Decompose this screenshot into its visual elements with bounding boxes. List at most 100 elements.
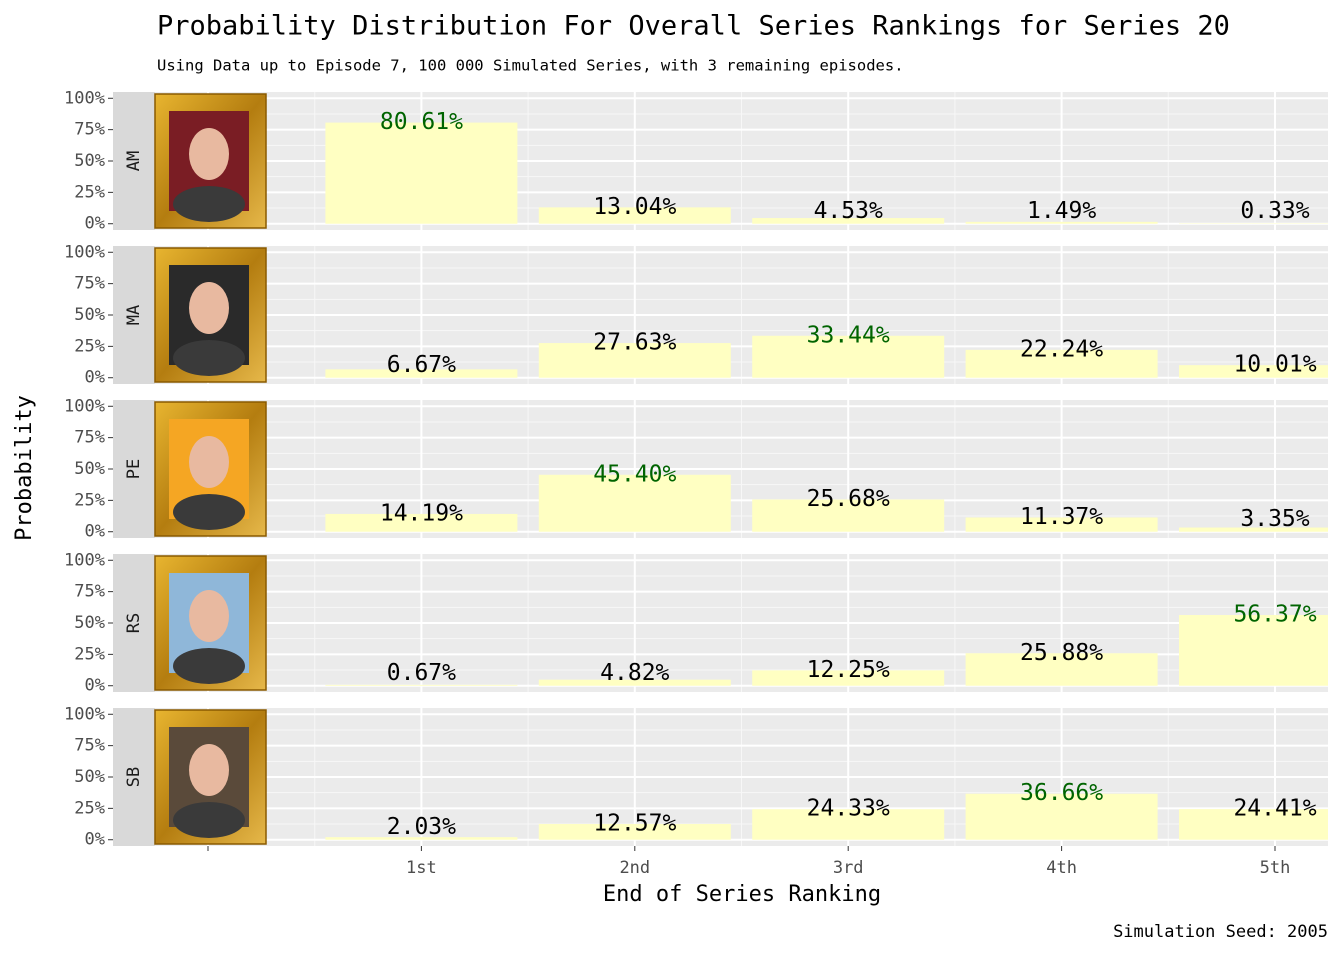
bar: [325, 369, 518, 378]
data-label: 80.61%: [380, 109, 463, 135]
portrait-body: [173, 186, 245, 222]
facet-label: PE: [124, 459, 144, 479]
portrait-face: [189, 744, 229, 796]
y-axis-title: Probability: [12, 395, 37, 541]
portrait-face: [189, 590, 229, 642]
panel: [113, 92, 1328, 230]
y-tick-label: 50%: [74, 459, 105, 479]
chart-subtitle: Using Data up to Episode 7, 100 000 Simu…: [157, 57, 904, 75]
facet-label: RS: [124, 613, 144, 633]
bar: [538, 343, 731, 378]
bar: [325, 684, 518, 686]
y-tick-label: 0%: [85, 368, 105, 388]
y-tick-label: 100%: [64, 396, 105, 416]
data-label: 4.82%: [600, 660, 669, 686]
y-tick-label: 25%: [74, 490, 105, 510]
y-tick-label: 75%: [74, 736, 105, 756]
bar: [752, 670, 945, 686]
portrait-body: [173, 340, 245, 376]
data-label: 22.24%: [1020, 336, 1103, 362]
facet-label: SB: [124, 767, 144, 787]
bar: [538, 474, 731, 532]
x-tick-label: 4th: [1046, 858, 1077, 878]
y-tick-label: 100%: [64, 88, 105, 108]
y-tick-label: 25%: [74, 336, 105, 356]
y-tick-label: 100%: [64, 550, 105, 570]
x-tick-label: 5th: [1260, 858, 1291, 878]
y-tick-label: 100%: [64, 704, 105, 724]
bar: [965, 653, 1158, 686]
y-tick-label: 75%: [74, 582, 105, 602]
bar: [752, 499, 945, 532]
facet-strip: [113, 554, 155, 692]
bar: [752, 218, 945, 224]
facet-label: AM: [124, 151, 144, 171]
data-label: 1.49%: [1027, 198, 1096, 224]
bar: [325, 122, 518, 224]
portrait-body: [173, 802, 245, 838]
facet-strip: [113, 92, 155, 230]
bar: [1179, 809, 1328, 840]
bar: [965, 793, 1158, 840]
y-tick-label: 50%: [74, 305, 105, 325]
bar: [752, 809, 945, 840]
bar: [325, 837, 518, 840]
portrait-body: [173, 494, 245, 530]
data-label: 3.35%: [1240, 506, 1309, 532]
portrait-body: [173, 648, 245, 684]
y-tick-label: 0%: [85, 522, 105, 542]
facet-strip: [113, 246, 155, 384]
bar: [752, 335, 945, 378]
bar: [1179, 527, 1328, 532]
portrait-face: [189, 436, 229, 488]
x-tick-label: 3rd: [833, 858, 864, 878]
data-label: 4.53%: [814, 198, 883, 224]
chart-title: Probability Distribution For Overall Ser…: [157, 11, 1230, 42]
x-axis-title: End of Series Ranking: [603, 882, 881, 907]
panel: [113, 554, 1328, 692]
data-label: 14.19%: [380, 500, 463, 526]
panel: [113, 400, 1328, 538]
panel: [113, 708, 1328, 846]
data-label: 0.33%: [1240, 198, 1309, 224]
bar: [538, 207, 731, 224]
caption: Simulation Seed: 2005: [1113, 922, 1328, 942]
data-label: 24.33%: [807, 796, 890, 822]
bar: [325, 513, 518, 532]
bar: [538, 823, 731, 840]
data-label: 12.57%: [593, 810, 676, 836]
portrait-face: [189, 128, 229, 180]
portrait-face: [189, 282, 229, 334]
x-tick-label: 2nd: [619, 858, 650, 878]
data-label: 2.03%: [387, 814, 456, 840]
data-label: 13.04%: [593, 194, 676, 220]
data-label: 11.37%: [1020, 504, 1103, 530]
data-label: 36.66%: [1020, 780, 1103, 806]
facet-strip: [113, 708, 155, 846]
data-label: 0.67%: [387, 660, 456, 686]
data-label: 33.44%: [807, 322, 890, 348]
y-tick-label: 25%: [74, 644, 105, 664]
y-tick-label: 0%: [85, 676, 105, 696]
y-tick-label: 25%: [74, 798, 105, 818]
data-label: 27.63%: [593, 330, 676, 356]
y-tick-label: 0%: [85, 214, 105, 234]
y-tick-label: 75%: [74, 274, 105, 294]
data-label: 45.40%: [593, 461, 676, 487]
data-label: 25.68%: [807, 486, 890, 512]
y-tick-label: 25%: [74, 182, 105, 202]
facet-label: MA: [124, 305, 144, 325]
data-label: 6.67%: [387, 352, 456, 378]
panel: [113, 246, 1328, 384]
y-tick-label: 50%: [74, 767, 105, 787]
bar: [538, 679, 731, 686]
y-tick-label: 75%: [74, 120, 105, 140]
bar: [1179, 615, 1328, 686]
data-label: 10.01%: [1233, 352, 1316, 378]
bar: [965, 349, 1158, 378]
y-tick-label: 50%: [74, 151, 105, 171]
y-tick-label: 0%: [85, 830, 105, 850]
x-tick-label: 1st: [406, 858, 437, 878]
facet-strip: [113, 400, 155, 538]
